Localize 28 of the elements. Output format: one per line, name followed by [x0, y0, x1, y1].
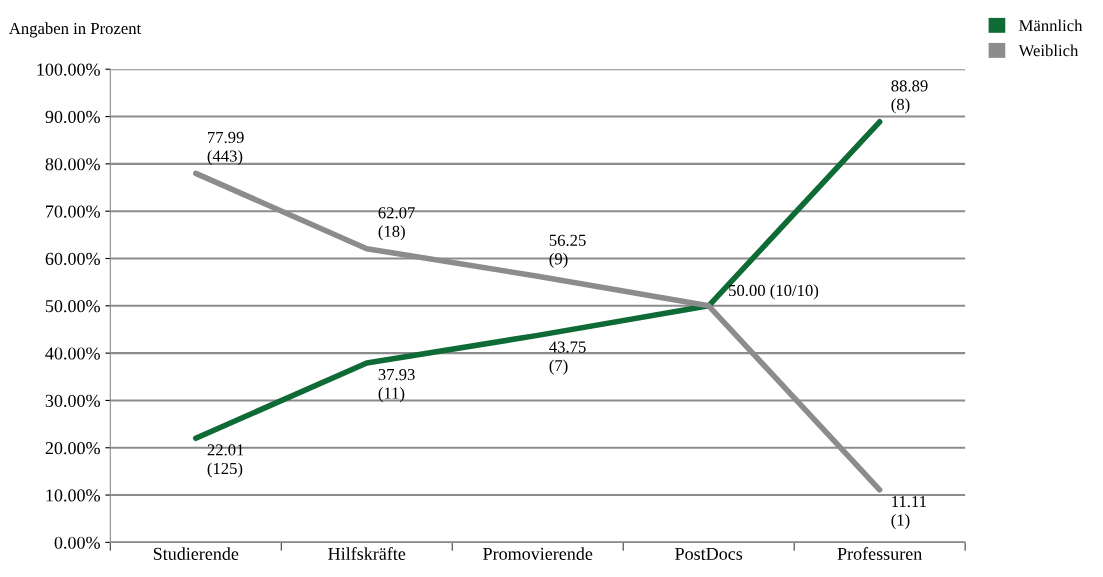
y-tick-label: 40.00%	[45, 347, 100, 360]
y-tick-label: 90.00%	[45, 110, 100, 124]
data-label: 11.11 (1)	[891, 495, 926, 530]
data-label: 77.99 (443)	[207, 131, 244, 166]
x-tick-label: Hilfskräfte	[328, 547, 406, 560]
legend-label: Weiblich	[1018, 44, 1079, 57]
x-tick-label: Studierende	[153, 547, 239, 560]
data-label: 22.01 (125)	[207, 444, 244, 478]
data-label: 50.00 (10/10)	[729, 284, 819, 300]
y-tick-label: 80.00%	[45, 158, 100, 171]
y-tick-label: 100.00%	[37, 63, 100, 76]
y-tick-label: 20.00%	[45, 442, 100, 455]
y-axis-title: Angaben in Prozent	[8, 22, 142, 38]
data-label: 62.07 (18)	[378, 207, 415, 241]
legend-label: Männlich	[1019, 19, 1083, 32]
x-tick-label: PostDocs	[675, 547, 743, 560]
data-label: 37.93 (11)	[378, 369, 415, 403]
data-label: 56.25 (9)	[549, 234, 586, 268]
y-tick-label: 0.00%	[54, 536, 100, 549]
y-tick-label: 30.00%	[45, 394, 100, 407]
y-tick-label: 10.00%	[46, 489, 100, 502]
y-tick-label: 50.00%	[45, 300, 100, 313]
y-tick-label: 70.00%	[46, 205, 100, 218]
data-label: 88.89 (8)	[891, 80, 928, 114]
data-label: 43.75 (7)	[549, 341, 586, 375]
x-tick-label: Professuren	[837, 547, 922, 560]
y-tick-label: 60.00%	[45, 252, 100, 266]
x-tick-label: Promovierende	[483, 547, 593, 560]
